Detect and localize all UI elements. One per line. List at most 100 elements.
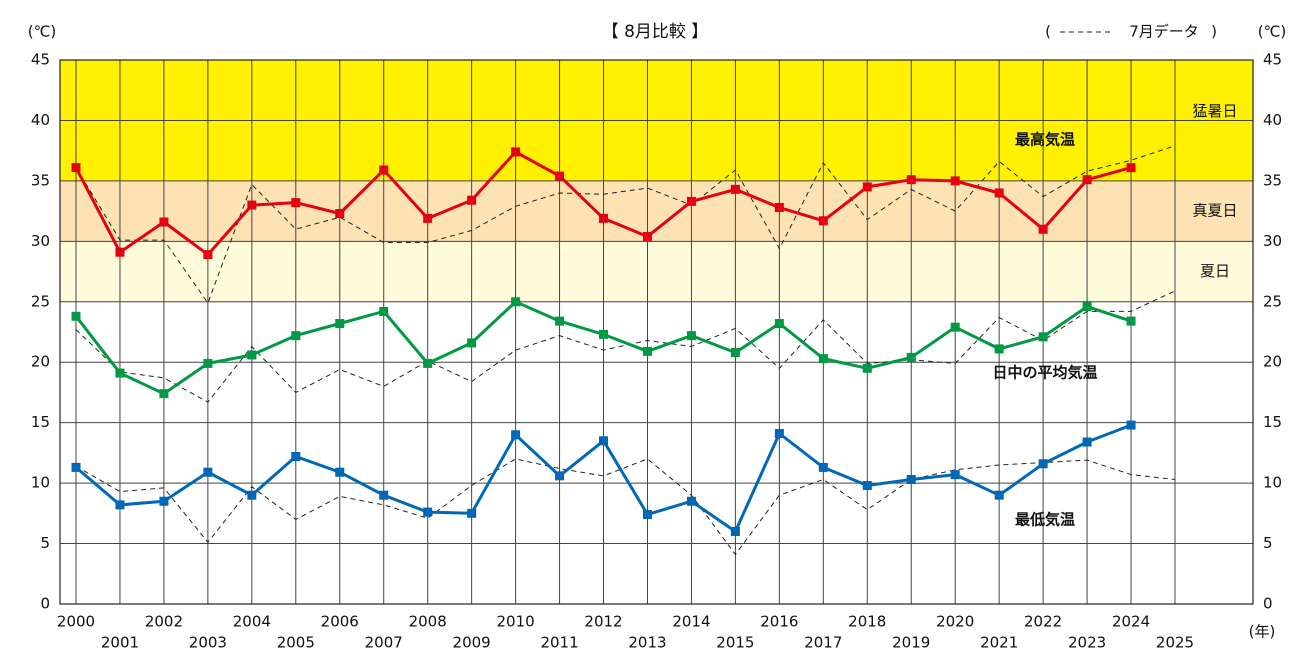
point <box>994 344 1004 354</box>
x-tick-label: 2023 <box>1068 634 1106 652</box>
point <box>906 352 916 362</box>
point <box>642 346 652 356</box>
point <box>203 250 213 260</box>
point <box>818 354 828 364</box>
point <box>247 350 257 360</box>
legend-close: ) <box>1211 23 1217 41</box>
legend-label: 7月データ <box>1129 23 1199 41</box>
y-tick-label: 15 <box>31 413 50 431</box>
x-tick-label: 2012 <box>584 613 622 631</box>
x-tick-label: 2006 <box>321 613 359 631</box>
y2-tick-label: 20 <box>1263 353 1282 371</box>
point <box>774 429 784 439</box>
point <box>423 213 433 223</box>
x-tick-label: 2001 <box>101 634 139 652</box>
y-tick-label: 30 <box>31 232 50 250</box>
series-label: 日中の平均気温 <box>992 364 1097 382</box>
point <box>906 175 916 185</box>
point <box>862 363 872 373</box>
point <box>950 470 960 480</box>
point <box>335 467 345 477</box>
y2-axis-label: (℃) <box>1258 23 1287 41</box>
point <box>642 231 652 241</box>
x-tick-label: 2014 <box>672 613 710 631</box>
band-label: 真夏日 <box>1192 202 1237 220</box>
point <box>1126 316 1136 326</box>
point <box>599 213 609 223</box>
x-tick-label: 2025 <box>1156 634 1194 652</box>
point <box>730 184 740 194</box>
y2-tick-label: 5 <box>1263 534 1273 552</box>
x-tick-label: 2002 <box>145 613 183 631</box>
y-tick-label: 40 <box>31 111 50 129</box>
y-tick-label: 10 <box>31 474 50 492</box>
point <box>467 508 477 518</box>
reference-line <box>75 458 1176 556</box>
y-tick-label: 35 <box>31 171 50 189</box>
x-tick-label: 2008 <box>409 613 447 631</box>
y-tick-label: 5 <box>40 534 50 552</box>
point <box>511 297 521 307</box>
point <box>994 490 1004 500</box>
point <box>159 389 169 399</box>
band <box>60 180 1253 242</box>
x-tick-label: 2020 <box>936 613 974 631</box>
point <box>730 526 740 536</box>
chart-title: 【 8月比較 】 <box>602 22 709 42</box>
point <box>203 358 213 368</box>
point <box>862 182 872 192</box>
point <box>555 471 565 481</box>
x-axis-label: (年) <box>1249 623 1276 641</box>
point <box>423 507 433 517</box>
point <box>1126 420 1136 430</box>
y2-tick-label: 40 <box>1263 111 1282 129</box>
point <box>115 500 125 510</box>
band-label: 猛暑日 <box>1192 102 1237 120</box>
point <box>379 306 389 316</box>
point <box>774 319 784 329</box>
point <box>291 331 301 341</box>
point <box>1038 459 1048 469</box>
point <box>642 510 652 520</box>
y-tick-label: 20 <box>31 353 50 371</box>
point <box>555 316 565 326</box>
point <box>335 209 345 219</box>
point <box>818 462 828 472</box>
x-tick-label: 2005 <box>277 634 315 652</box>
point <box>599 329 609 339</box>
point <box>1082 302 1092 312</box>
x-tick-label: 2018 <box>848 613 886 631</box>
y-tick-label: 0 <box>40 595 50 613</box>
y-tick-label: 45 <box>31 51 50 69</box>
point <box>950 176 960 186</box>
x-tick-label: 2007 <box>365 634 403 652</box>
point <box>203 467 213 477</box>
x-tick-label: 2013 <box>628 634 666 652</box>
point <box>291 452 301 462</box>
point <box>467 195 477 205</box>
y2-tick-label: 35 <box>1263 171 1282 189</box>
point <box>511 430 521 440</box>
y2-tick-label: 30 <box>1263 232 1282 250</box>
point <box>686 196 696 206</box>
x-tick-label: 2024 <box>1112 613 1150 631</box>
point <box>71 311 81 321</box>
band-label: 夏日 <box>1200 262 1230 280</box>
point <box>335 319 345 329</box>
point <box>1038 332 1048 342</box>
point <box>686 496 696 506</box>
x-tick-label: 2016 <box>760 613 798 631</box>
point <box>555 171 565 181</box>
x-tick-label: 2003 <box>189 634 227 652</box>
point <box>159 496 169 506</box>
plot-border <box>59 59 1254 605</box>
point <box>1082 175 1092 185</box>
point <box>950 322 960 332</box>
point <box>730 348 740 358</box>
x-tick-label: 2000 <box>57 613 95 631</box>
reference-line <box>75 145 1176 305</box>
point <box>686 331 696 341</box>
y2-tick-label: 0 <box>1263 595 1273 613</box>
y2-tick-label: 15 <box>1263 413 1282 431</box>
